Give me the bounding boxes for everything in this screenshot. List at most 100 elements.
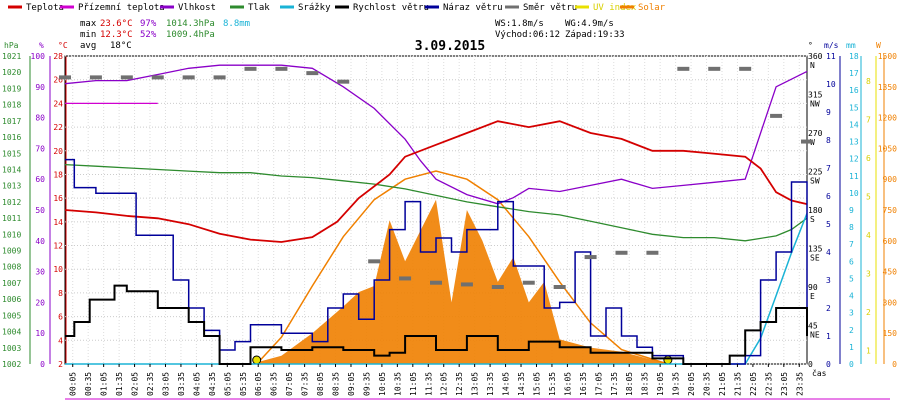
x-tick-label: 04:35 xyxy=(208,372,217,396)
rain-tick: 17 xyxy=(849,69,859,78)
wind-dir-marker xyxy=(306,71,319,76)
x-tick-label: 21:35 xyxy=(733,372,742,396)
wind-dir-marker xyxy=(213,75,226,80)
x-tick-label: 13:35 xyxy=(486,372,495,396)
x-tick-label: 05:05 xyxy=(223,372,232,396)
press-tick: 1002 xyxy=(2,360,21,369)
wind-dir-marker xyxy=(368,259,381,264)
rain-tick: 15 xyxy=(849,103,859,112)
x-tick-label: 14:05 xyxy=(502,372,511,396)
rain-tick: 11 xyxy=(849,172,859,181)
unit-temp: °C xyxy=(58,41,68,50)
x-tick-label: 01:35 xyxy=(115,372,124,396)
dir-tick: 0 xyxy=(808,360,813,369)
press-tick: 1016 xyxy=(2,133,21,142)
x-tick-label: 02:05 xyxy=(131,372,140,396)
legend-label-smer: Směr větru xyxy=(523,3,577,13)
uv-tick: 3 xyxy=(866,270,871,279)
stat-min-temp: 12.3°C xyxy=(100,30,133,40)
dir-label: N xyxy=(810,61,815,70)
hum-tick: 20 xyxy=(35,298,45,307)
press-tick: 1004 xyxy=(2,328,21,337)
stat-sunrise: Východ:06:12 xyxy=(495,30,560,40)
x-tick-label: 15:05 xyxy=(532,372,541,396)
x-tick-label: 16:35 xyxy=(579,372,588,396)
wind-dir-marker xyxy=(646,250,659,255)
hum-tick: 30 xyxy=(35,268,45,277)
wind-tick: 10 xyxy=(826,80,836,89)
wind-dir-marker xyxy=(801,139,813,144)
rain-tick: 14 xyxy=(849,120,859,129)
temp-tick: 18 xyxy=(53,170,63,179)
x-tick-label: 20:05 xyxy=(687,372,696,396)
rain-tick: 10 xyxy=(849,189,859,198)
x-tick-label: 00:35 xyxy=(84,372,93,396)
legend-label-solar: Solar xyxy=(638,3,666,13)
hum-tick: 0 xyxy=(40,360,45,369)
temp-tick: 14 xyxy=(53,218,63,227)
x-tick-label: 22:05 xyxy=(749,372,758,396)
unit-press: hPa xyxy=(4,41,19,50)
unit-solar: W xyxy=(876,41,881,50)
unit-dir: ° xyxy=(808,41,813,50)
stat-sunset: Západ:19:33 xyxy=(565,30,625,40)
wind-dir-marker xyxy=(59,75,71,80)
wind-dir-marker xyxy=(584,255,597,260)
unit-hum: % xyxy=(39,41,44,50)
rain-tick: 16 xyxy=(849,86,859,95)
x-tick-label: 19:35 xyxy=(672,372,681,396)
wind-tick: 0 xyxy=(826,360,831,369)
uv-tick: 7 xyxy=(866,116,871,125)
press-tick: 1003 xyxy=(2,344,21,353)
rain-tick: 8 xyxy=(849,223,854,232)
x-tick-label: 16:05 xyxy=(563,372,572,396)
dir-label: S xyxy=(810,215,815,224)
legend-label-vlhkost: Vlhkost xyxy=(178,3,216,13)
press-tick: 1015 xyxy=(2,149,21,158)
press-tick: 1011 xyxy=(2,214,21,223)
press-tick: 1010 xyxy=(2,230,21,239)
temp-tick: 4 xyxy=(58,336,63,345)
wind-dir-marker xyxy=(460,282,473,287)
rain-tick: 6 xyxy=(849,257,854,266)
hum-tick: 80 xyxy=(35,114,45,123)
stat-avg-label: avg xyxy=(80,41,96,51)
wind-tick: 5 xyxy=(826,220,831,229)
dir-tick: 270 xyxy=(808,129,823,138)
uv-tick: 8 xyxy=(866,77,871,86)
temp-tick: 16 xyxy=(53,194,63,203)
wind-tick: 4 xyxy=(826,248,831,257)
wind-dir-marker xyxy=(337,79,350,84)
hum-tick: 90 xyxy=(35,83,45,92)
stats-block: max 23.6°C 97% 1014.3hPa 8.8mm min 12.3°… xyxy=(80,19,625,51)
press-tick: 1018 xyxy=(2,101,21,110)
wind-tick: 11 xyxy=(826,52,836,61)
wind-dir-marker xyxy=(151,75,164,80)
x-tick-label: 06:35 xyxy=(270,372,279,396)
solar-tick: 600 xyxy=(883,237,898,246)
press-tick: 1017 xyxy=(2,117,21,126)
solar-tick: 1500 xyxy=(878,52,897,61)
temp-tick: 28 xyxy=(53,52,63,61)
hum-tick: 70 xyxy=(35,144,45,153)
temp-tick: 2 xyxy=(58,360,63,369)
wind-dir-marker xyxy=(89,75,102,80)
stat-max-hum: 97% xyxy=(140,19,157,29)
stat-max-temp: 23.6°C xyxy=(100,19,133,29)
x-tick-label: 09:05 xyxy=(347,372,356,396)
stat-min-press: 1009.4hPa xyxy=(166,30,215,40)
chart-title: 3.09.2015 xyxy=(415,39,485,54)
x-tick-label: 20:35 xyxy=(703,372,712,396)
x-tick-label: 23:05 xyxy=(780,372,789,396)
uv-tick: 4 xyxy=(866,231,871,240)
x-tick-label: 07:35 xyxy=(301,372,310,396)
x-tick-label: 11:35 xyxy=(424,372,433,396)
x-axis-ticks: 00:05 00:35 01:05 01:35 02:05 02:35 03:05 03:35… xyxy=(65,364,890,400)
solar-theory-line xyxy=(256,170,669,365)
press-tick: 1006 xyxy=(2,295,21,304)
press-tick: 1008 xyxy=(2,263,21,272)
temp-tick: 20 xyxy=(53,147,63,156)
stat-wg: WG:4.9m/s xyxy=(565,19,614,29)
dir-tick: 315 xyxy=(808,91,823,100)
hum-tick: 100 xyxy=(31,52,46,61)
